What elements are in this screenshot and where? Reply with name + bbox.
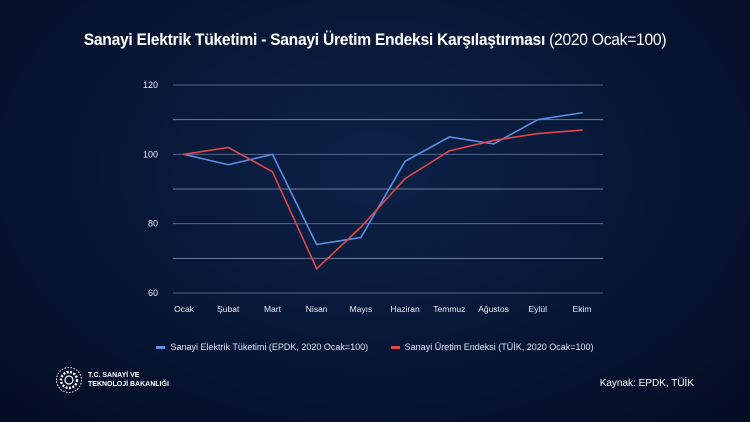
data-point [404,177,406,180]
y-tick-label: 80 [148,219,158,229]
x-tick-label: Ağustos [478,304,509,314]
legend-label: Sanayi Üretim Endeksi (TÜİK, 2020 Ocak=1… [404,342,594,352]
data-point [536,118,539,121]
legend-swatch [156,346,166,350]
legend-item-electricity: Sanayi Elektrik Tüketimi (EPDK, 2020 Oca… [156,342,368,352]
y-tick-label: 60 [148,288,158,298]
data-point [227,146,230,149]
data-point [271,153,274,156]
data-point [404,160,406,163]
x-tick-label: Mayıs [350,304,373,314]
x-tick-label: Mart [264,304,282,314]
title-main: Sanayi Elektrik Tüketimi - Sanayi Üretim… [83,30,546,49]
logo-text: TEKNOLOJİ BAKANLIĞI [88,381,169,388]
legend-swatch [390,346,400,350]
x-tick-label: Ekim [573,304,592,314]
data-point [492,139,495,142]
title-sub: (2020 Ocak=100) [549,30,667,49]
logo-text: T.C. SANAYİ VE [88,372,140,379]
data-point [581,111,583,114]
data-point [581,129,583,131]
x-tick-label: Şubat [217,304,240,314]
data-point [360,226,362,228]
legend: Sanayi Elektrik Tüketimi (EPDK, 2020 Oca… [0,342,750,352]
data-point [448,136,451,138]
x-tick-label: Eylül [529,304,548,314]
x-tick-label: Haziran [390,304,420,314]
gear-emblem-icon [56,367,82,393]
data-point [536,132,539,135]
chart-title: Sanayi Elektrik Tüketimi - Sanayi Üretim… [30,30,720,50]
y-tick-label: 120 [143,80,158,90]
data-point [315,243,318,246]
series-line-0 [183,111,583,246]
data-point [227,163,230,166]
ministry-logo: T.C. SANAYİ VE TEKNOLOJİ BAKANLIĞI [55,366,169,394]
data-point [183,153,185,156]
x-tick-label: Nisan [306,304,328,314]
series-line-1 [183,129,583,271]
data-point [271,170,274,173]
source-note: Kaynak: EPDK, TÜİK [599,378,694,389]
y-tick-label: 100 [143,149,158,159]
data-point [315,267,318,270]
x-tick-label: Temmuz [433,304,465,314]
x-tick-label: Ocak [174,304,195,314]
legend-label: Sanayi Elektrik Tüketimi (EPDK, 2020 Oca… [170,342,369,352]
data-point [492,143,495,145]
legend-item-production: Sanayi Üretim Endeksi (TÜİK, 2020 Ocak=1… [390,342,594,352]
data-point [448,150,451,152]
data-point [360,236,362,239]
